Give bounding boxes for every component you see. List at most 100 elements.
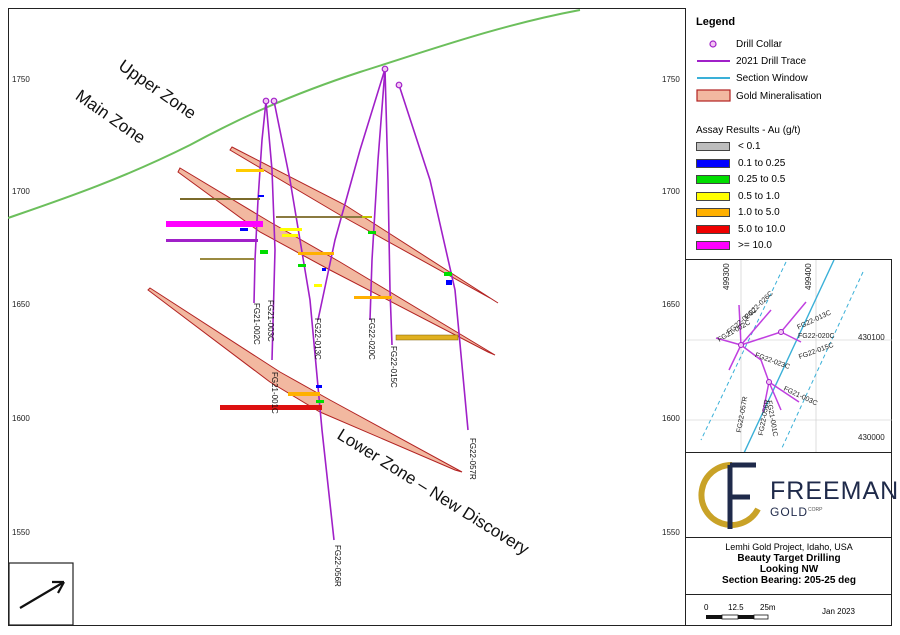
assay-label: 0.25 to 0.5 bbox=[738, 174, 786, 185]
assay-bar bbox=[166, 239, 258, 242]
trace-fg22-015c bbox=[384, 68, 393, 346]
title-block: Lemhi Gold Project, Idaho, USA Beauty Ta… bbox=[685, 538, 892, 595]
assay-bar bbox=[260, 250, 268, 254]
y-tick-left: 1700 bbox=[12, 187, 30, 196]
y-tick-left: 1750 bbox=[12, 75, 30, 84]
assay-swatch bbox=[696, 241, 730, 250]
assay-swatch bbox=[696, 224, 730, 234]
assay-bar bbox=[282, 234, 298, 237]
assay-bar bbox=[276, 216, 372, 218]
drill-collar-symbol bbox=[709, 40, 717, 48]
y-tick-right: 1750 bbox=[662, 75, 680, 84]
assay-bar bbox=[444, 272, 452, 276]
assay-bar bbox=[368, 231, 376, 234]
trace-fg21-001c bbox=[265, 100, 276, 361]
legend-item: Gold Mineralisation bbox=[736, 91, 822, 102]
legend-item: Drill Collar bbox=[736, 39, 783, 50]
y-tick-right: 1700 bbox=[662, 187, 680, 196]
assay-label: 0.1 to 0.25 bbox=[738, 157, 786, 169]
scale-block: 0 12.5 25m Jan 2023 bbox=[685, 595, 892, 626]
assay-bar bbox=[316, 385, 322, 388]
assay-swatch bbox=[696, 158, 730, 168]
topography-line bbox=[7, 9, 581, 219]
hole-label: FG22-056R bbox=[333, 545, 342, 587]
legend-item: 2021 Drill Trace bbox=[736, 56, 807, 67]
northing-label: 430100 bbox=[858, 333, 885, 342]
scale-bar bbox=[706, 614, 769, 620]
legend-panel: Legend Drill Collar 2021 Drill Trace Sec… bbox=[685, 8, 892, 260]
cross-section-map bbox=[7, 8, 685, 626]
section-bearing: Section Bearing: 205-25 deg bbox=[722, 575, 856, 586]
drill-collar bbox=[262, 97, 270, 105]
assay-legend-row: >= 10.0 bbox=[696, 240, 772, 251]
assay-bar bbox=[288, 392, 320, 396]
window-line bbox=[780, 271, 864, 451]
window-line bbox=[700, 261, 787, 441]
gold-mineralisation-symbol bbox=[696, 89, 731, 102]
y-tick-left: 1650 bbox=[12, 300, 30, 309]
main-zone-lens bbox=[177, 167, 496, 356]
assay-swatch bbox=[696, 142, 730, 151]
assay-bar bbox=[298, 252, 334, 255]
assay-bar bbox=[236, 169, 264, 172]
assay-bar bbox=[220, 405, 322, 410]
assay-label: 5.0 to 10.0 bbox=[738, 223, 786, 235]
drill-collar bbox=[270, 97, 278, 105]
hole-label: FG21-003C bbox=[266, 300, 275, 342]
legend-item: Section Window bbox=[736, 73, 808, 84]
assay-bar bbox=[446, 280, 452, 285]
y-tick-right: 1650 bbox=[662, 300, 680, 309]
assay-bar bbox=[354, 296, 392, 299]
assay-label: < 0.1 bbox=[738, 141, 761, 152]
trace-fg21-002c bbox=[253, 100, 267, 304]
assay-legend-row: 1.0 to 5.0 bbox=[696, 207, 780, 218]
assay-bar bbox=[280, 228, 302, 231]
assay-legend-row: 0.1 to 0.25 bbox=[696, 158, 785, 169]
easting-label: 499300 bbox=[722, 263, 731, 290]
assay-bar bbox=[200, 258, 254, 260]
inset-canvas bbox=[686, 260, 892, 452]
legend-title: Legend bbox=[696, 16, 736, 28]
direction-arrow-box bbox=[8, 562, 74, 626]
logo-corp: CORP bbox=[808, 507, 823, 513]
assay-bar bbox=[240, 228, 248, 231]
assay-bar bbox=[316, 400, 324, 403]
assay-bar bbox=[180, 198, 260, 200]
direction-arrow-icon bbox=[19, 580, 65, 609]
assay-bar bbox=[166, 221, 263, 227]
hole-label: FG21-002C bbox=[252, 303, 261, 345]
scale-label: 0 bbox=[704, 603, 709, 612]
y-tick-right: 1550 bbox=[662, 528, 680, 537]
trace-fg22-020c bbox=[369, 68, 386, 321]
assay-label: 0.5 to 1.0 bbox=[738, 190, 780, 202]
hole-label: FG22-015C bbox=[389, 346, 398, 388]
assay-legend-row: 0.5 to 1.0 bbox=[696, 191, 780, 202]
trace-fg22-056r bbox=[273, 100, 335, 541]
hole-label: FG21-001C bbox=[270, 372, 279, 414]
section-canvas bbox=[7, 9, 581, 626]
logo-sub: GOLD bbox=[770, 505, 809, 519]
target-name: Beauty Target Drilling bbox=[737, 553, 841, 564]
easting-label: 499400 bbox=[804, 263, 813, 290]
y-tick-left: 1600 bbox=[12, 414, 30, 423]
assay-bar bbox=[362, 216, 372, 218]
drill-collar bbox=[395, 81, 403, 89]
drill-collar bbox=[381, 65, 389, 73]
project-name: Lemhi Gold Project, Idaho, USA bbox=[725, 542, 853, 552]
trace-fg22-013c bbox=[317, 68, 386, 321]
assay-bar bbox=[258, 195, 264, 197]
section-line bbox=[743, 260, 835, 452]
northing-label: 430000 bbox=[858, 433, 885, 442]
assay-bar bbox=[314, 284, 322, 287]
scale-label: 12.5 bbox=[728, 603, 744, 612]
hole-label: FG22-013C bbox=[313, 318, 322, 360]
view-direction: Looking NW bbox=[759, 564, 819, 575]
assay-bar bbox=[395, 334, 459, 341]
inset-plan-map: 499300 499400 430100 430000 FG22-013C FG… bbox=[685, 260, 892, 453]
assay-bar bbox=[298, 264, 306, 267]
hole-label: FG22-057R bbox=[468, 438, 477, 480]
lower-zone-lens bbox=[147, 287, 463, 473]
assay-legend-row: < 0.1 bbox=[696, 141, 761, 152]
assay-swatch bbox=[696, 175, 730, 184]
y-tick-left: 1550 bbox=[12, 528, 30, 537]
